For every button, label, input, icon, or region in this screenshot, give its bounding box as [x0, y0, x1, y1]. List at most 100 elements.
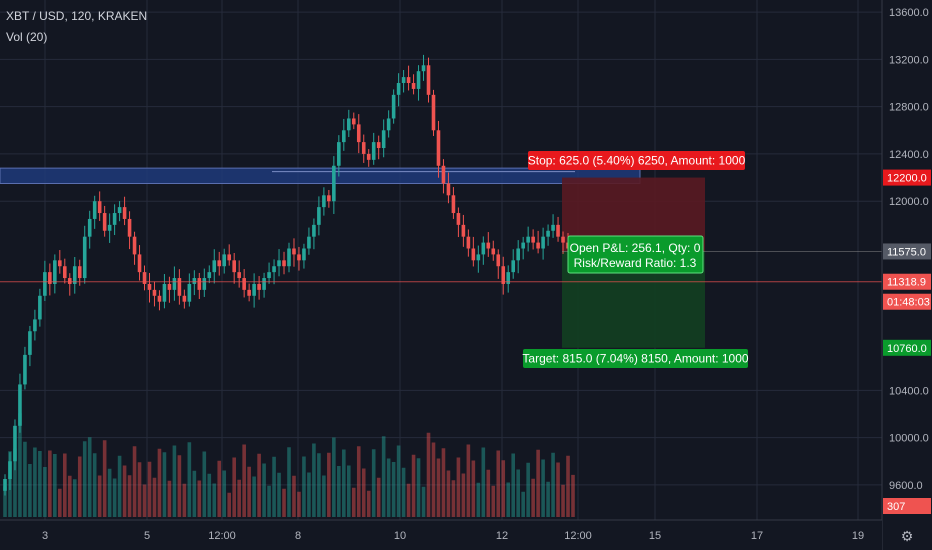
candle-body[interactable]: [13, 425, 17, 462]
target-label-box[interactable]: [523, 349, 748, 368]
candle-body[interactable]: [391, 94, 396, 119]
candle-body[interactable]: [227, 254, 232, 261]
candle-body[interactable]: [471, 248, 476, 261]
price-badge-last[interactable]: [883, 273, 931, 290]
candle-body[interactable]: [511, 260, 516, 273]
candle-body[interactable]: [426, 65, 431, 95]
symbol-title[interactable]: XBT / USD, 120, KRAKEN: [6, 9, 148, 23]
candle-body[interactable]: [302, 248, 306, 261]
candle-body[interactable]: [187, 283, 192, 302]
candle-body[interactable]: [142, 272, 147, 284]
candle-body[interactable]: [556, 224, 560, 237]
candle-body[interactable]: [127, 218, 132, 237]
volume-indicator-label[interactable]: Vol (20): [6, 30, 48, 44]
candle-body[interactable]: [207, 272, 212, 279]
candle-body[interactable]: [202, 278, 207, 290]
candle-body[interactable]: [546, 230, 550, 237]
candle-body[interactable]: [277, 260, 281, 267]
candle-body[interactable]: [327, 195, 331, 202]
candle-body[interactable]: [192, 278, 197, 284]
price-badge-stop[interactable]: [883, 169, 931, 186]
candle-body[interactable]: [77, 266, 82, 279]
candle-body[interactable]: [232, 260, 236, 273]
candle-body[interactable]: [506, 272, 511, 284]
candle-body[interactable]: [292, 248, 296, 255]
candle-body[interactable]: [38, 295, 42, 320]
candle-body[interactable]: [237, 272, 241, 279]
candle-body[interactable]: [272, 266, 276, 273]
candle-body[interactable]: [356, 124, 361, 143]
candle-body[interactable]: [222, 254, 227, 267]
candle-body[interactable]: [307, 236, 311, 249]
candle-body[interactable]: [466, 236, 471, 249]
candle-body[interactable]: [107, 224, 112, 231]
candle-body[interactable]: [551, 224, 555, 231]
candle-body[interactable]: [147, 283, 152, 290]
settings-gear-icon[interactable]: ⚙: [901, 529, 914, 545]
candle-body[interactable]: [117, 207, 122, 214]
candle-body[interactable]: [212, 260, 217, 273]
candle-body[interactable]: [332, 165, 336, 202]
candle-body[interactable]: [441, 165, 446, 184]
time-axis[interactable]: [0, 520, 882, 550]
candle-body[interactable]: [182, 295, 187, 302]
candle-body[interactable]: [371, 142, 376, 160]
candle-body[interactable]: [406, 77, 411, 84]
candle-body[interactable]: [53, 260, 57, 284]
candle-body[interactable]: [337, 142, 341, 166]
candle-body[interactable]: [257, 283, 261, 290]
candle-body[interactable]: [137, 254, 142, 273]
price-badge-entry[interactable]: [883, 243, 931, 260]
candle-body[interactable]: [456, 213, 461, 225]
candle-body[interactable]: [386, 118, 391, 131]
pnl-label-box[interactable]: [567, 235, 704, 274]
candle-body[interactable]: [97, 201, 102, 214]
candle-body[interactable]: [541, 236, 545, 249]
candle-body[interactable]: [396, 83, 401, 95]
candle-body[interactable]: [58, 260, 62, 267]
candle-body[interactable]: [401, 77, 406, 84]
candle-body[interactable]: [48, 272, 52, 284]
candle-body[interactable]: [157, 295, 162, 302]
candle-body[interactable]: [8, 461, 12, 479]
candle-body[interactable]: [481, 242, 486, 255]
candle-body[interactable]: [411, 83, 416, 89]
candle-body[interactable]: [152, 289, 157, 296]
candle-body[interactable]: [287, 248, 291, 267]
candle-body[interactable]: [531, 236, 535, 243]
candle-body[interactable]: [18, 384, 22, 426]
candle-body[interactable]: [102, 213, 107, 231]
candle-body[interactable]: [451, 195, 456, 214]
candle-body[interactable]: [501, 266, 506, 284]
candle-body[interactable]: [87, 218, 92, 237]
candle-body[interactable]: [262, 278, 266, 290]
candle-body[interactable]: [3, 478, 7, 491]
candle-body[interactable]: [416, 71, 421, 89]
candle-body[interactable]: [252, 283, 256, 296]
candle-body[interactable]: [62, 266, 67, 279]
candle-body[interactable]: [342, 130, 346, 143]
candle-body[interactable]: [67, 278, 72, 284]
candle-body[interactable]: [436, 130, 441, 166]
support-zone[interactable]: [0, 167, 641, 184]
candle-body[interactable]: [28, 331, 32, 355]
candle-body[interactable]: [297, 254, 301, 261]
candle-body[interactable]: [177, 278, 182, 296]
candle-body[interactable]: [72, 266, 77, 284]
candle-body[interactable]: [446, 183, 451, 196]
candle-body[interactable]: [122, 207, 127, 219]
candle-body[interactable]: [351, 118, 356, 125]
candle-body[interactable]: [112, 213, 117, 225]
candle-body[interactable]: [92, 201, 97, 219]
stop-label-box[interactable]: [528, 151, 745, 170]
candle-body[interactable]: [322, 195, 326, 208]
candle-body[interactable]: [132, 236, 137, 255]
candle-body[interactable]: [516, 248, 520, 261]
candle-body[interactable]: [346, 118, 351, 131]
candle-body[interactable]: [82, 236, 87, 279]
candle-body[interactable]: [43, 272, 47, 296]
candle-body[interactable]: [282, 260, 286, 267]
candle-body[interactable]: [172, 278, 177, 290]
candle-body[interactable]: [381, 130, 386, 149]
